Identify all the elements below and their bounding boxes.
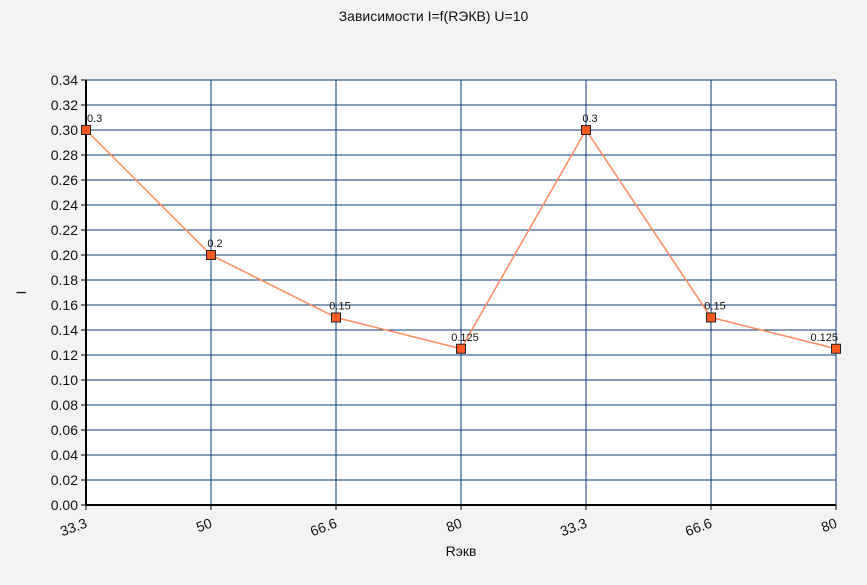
y-tick-label: 0.22 (51, 222, 78, 238)
y-tick-label: 0.10 (51, 372, 78, 388)
y-axis-label: I (13, 291, 29, 295)
x-axis-label: Rэкв (446, 543, 477, 559)
data-point-marker (456, 343, 466, 354)
x-tick-label: 66.6 (683, 515, 714, 539)
data-label: 0.3 (87, 113, 102, 125)
data-point-marker (331, 312, 341, 323)
data-label: 0.15 (704, 301, 725, 313)
x-tick-label: 33.3 (558, 515, 589, 539)
x-tick-label: 66.6 (308, 515, 339, 539)
data-point-marker (81, 125, 91, 135)
data-point-marker (831, 343, 841, 354)
data-point-marker (206, 250, 216, 260)
y-tick-label: 0.08 (51, 397, 78, 413)
data-label: 0.125 (451, 332, 479, 344)
y-tick-label: 0.16 (51, 297, 78, 313)
y-tick-label: 0.32 (51, 97, 78, 113)
y-tick-label: 0.28 (51, 147, 78, 163)
x-tick-label: 80 (819, 515, 839, 535)
y-tick-label: 0.34 (51, 72, 78, 88)
data-label: 0.125 (810, 332, 838, 344)
y-tick-label: 0.14 (51, 322, 78, 338)
data-label: 0.2 (207, 238, 222, 250)
chart-title: Зависимости I=f(RЭКВ) U=10 (338, 8, 529, 24)
data-point-marker (581, 125, 591, 135)
y-tick-label: 0.00 (51, 497, 78, 513)
x-tick-label: 50 (194, 515, 214, 535)
data-point-marker (706, 312, 716, 323)
y-tick-label: 0.30 (51, 122, 78, 138)
x-tick-label: 33.3 (58, 515, 89, 539)
y-tick-label: 0.20 (51, 247, 78, 263)
y-tick-label: 0.12 (51, 347, 78, 363)
x-tick-label: 80 (444, 515, 464, 535)
y-tick-label: 0.02 (51, 472, 78, 488)
y-tick-label: 0.24 (51, 197, 78, 213)
y-tick-label: 0.06 (51, 422, 78, 438)
y-tick-label: 0.18 (51, 272, 78, 288)
y-tick-label: 0.04 (51, 447, 78, 463)
y-tick-label: 0.26 (51, 172, 78, 188)
data-label: 0.3 (582, 113, 597, 125)
data-label: 0.15 (329, 301, 350, 313)
